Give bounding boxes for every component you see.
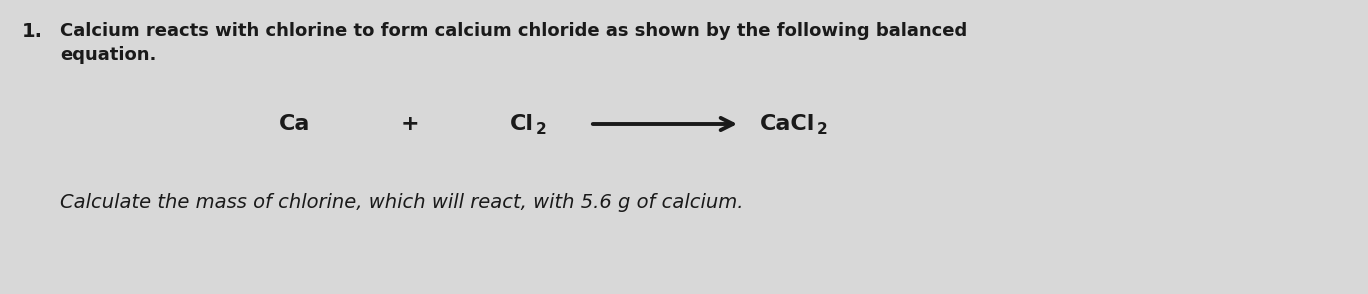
- Text: 2: 2: [817, 121, 828, 136]
- Text: equation.: equation.: [60, 46, 156, 64]
- Text: Cl: Cl: [510, 114, 534, 134]
- Text: CaCl: CaCl: [761, 114, 815, 134]
- Text: 2: 2: [536, 121, 547, 136]
- Text: Calcium reacts with chlorine to form calcium chloride as shown by the following : Calcium reacts with chlorine to form cal…: [60, 22, 967, 40]
- Text: Calculate the mass of chlorine, which will react, with 5.6 g of calcium.: Calculate the mass of chlorine, which wi…: [60, 193, 743, 212]
- Text: Ca: Ca: [279, 114, 311, 134]
- Text: +: +: [401, 114, 420, 134]
- Text: 1.: 1.: [22, 22, 42, 41]
